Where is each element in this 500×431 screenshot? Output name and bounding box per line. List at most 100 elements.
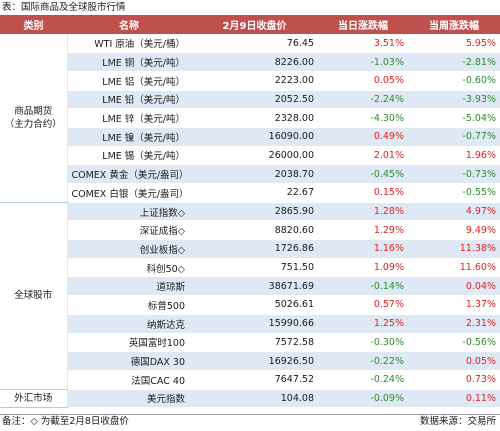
day-change-cell: 0.05% (318, 71, 408, 91)
instrument-name-cell: 科创50◇ (67, 258, 191, 278)
instrument-name-cell: 英国富时100 (67, 333, 191, 353)
instrument-name-cell: COMEX 黄金（美元/盎司） (67, 164, 191, 184)
day-change-cell: 1.25% (318, 314, 408, 334)
week-change-cell: 11.38% (408, 239, 500, 259)
week-change-cell: -5.04% (408, 108, 500, 128)
day-change-cell: -0.14% (318, 276, 408, 297)
close-price-cell: 16926.50 (191, 351, 318, 371)
category-cell: 外汇市场 (0, 389, 68, 409)
instrument-name-cell: COMEX 白银（美元/盎司） (67, 183, 191, 203)
close-price-cell: 2052.50 (191, 90, 318, 110)
week-change-cell: -0.55% (408, 183, 500, 203)
week-change-cell: 0.05% (408, 351, 500, 371)
table-row: 德国DAX 30 16926.50 -0.22% 0.05% (0, 351, 500, 371)
week-change-cell: 9.49% (408, 220, 500, 241)
table-row: 外汇市场 美元指数 104.08 -0.09% 0.11% (0, 389, 500, 409)
day-change-cell: 1.29% (318, 220, 408, 241)
day-change-cell: -0.22% (318, 351, 408, 371)
day-change-cell: 2.01% (318, 146, 408, 166)
day-change-cell: -2.24% (318, 90, 408, 110)
day-change-cell: 1.28% (318, 202, 408, 222)
day-change-cell: 0.49% (318, 127, 408, 147)
week-change-cell: -0.56% (408, 333, 500, 353)
instrument-name-cell: LME 镍（美元/吨） (67, 127, 191, 147)
table-row: LME 铜（美元/吨） 8226.00 -1.03% -2.81% (0, 52, 500, 72)
table-row: COMEX 白银（美元/盎司） 22.67 0.15% -0.55% (0, 183, 500, 203)
header-week-change: 当周涨跌幅 (408, 15, 500, 34)
table-row: 法国CAC 40 7647.52 -0.24% 0.73% (0, 370, 500, 390)
close-price-cell: 8820.60 (191, 220, 318, 241)
close-price-cell: 2223.00 (191, 71, 318, 91)
instrument-name-cell: 法国CAC 40 (67, 370, 191, 390)
table-row: LME 锡（美元/吨） 26000.00 2.01% 1.96% (0, 146, 500, 166)
footer: 备注：◇ 为截至2月8日收盘价 数据来源：交易所 (0, 414, 500, 428)
week-change-cell: -3.93% (408, 90, 500, 110)
instrument-name-cell: 美元指数 (67, 389, 191, 409)
week-change-cell: 0.04% (408, 276, 500, 297)
close-price-cell: 16090.00 (191, 127, 318, 147)
table-body: 商品期货 （主力合约） WTI 原油（美元/桶） 76.45 3.51% 5.95% LM… (0, 34, 500, 409)
header-row: 类别 名称 2月9日收盘价 当日涨跌幅 当周涨跌幅 (0, 15, 500, 34)
instrument-name-cell: 标普500 (67, 295, 191, 315)
week-change-cell: 2.31% (408, 314, 500, 334)
instrument-name-cell: LME 铝（美元/吨） (67, 71, 191, 91)
day-change-cell: 3.51% (318, 34, 408, 54)
close-price-cell: 7647.52 (191, 370, 318, 390)
day-change-cell: -0.24% (318, 370, 408, 390)
table-row: 英国富时100 7572.58 -0.30% -0.56% (0, 333, 500, 353)
table-row: 标普500 5026.61 0.57% 1.37% (0, 295, 500, 315)
day-change-cell: 0.57% (318, 295, 408, 315)
market-table: 类别 名称 2月9日收盘价 当日涨跌幅 当周涨跌幅 商品期货 （主力合约） WTI… (0, 15, 500, 409)
week-change-cell: -0.60% (408, 71, 500, 91)
close-price-cell: 76.45 (191, 34, 318, 54)
table-row: LME 锌（美元/吨） 2328.00 -4.30% -5.04% (0, 108, 500, 128)
footer-note: 备注：◇ 为截至2月8日收盘价 (2, 416, 129, 427)
category-cell: 全球股市 (0, 202, 68, 390)
close-price-cell: 7572.58 (191, 333, 318, 353)
instrument-name-cell: LME 锌（美元/吨） (67, 108, 191, 128)
instrument-name-cell: 创业板指◇ (67, 239, 191, 259)
day-change-cell: -4.30% (318, 108, 408, 128)
week-change-cell: 4.97% (408, 202, 500, 222)
instrument-name-cell: 纳斯达克 (67, 314, 191, 334)
instrument-name-cell: LME 铜（美元/吨） (67, 52, 191, 72)
close-price-cell: 38671.69 (191, 276, 318, 297)
close-price-cell: 5026.61 (191, 295, 318, 315)
table-row: 全球股市 上证指数◇ 2865.90 1.28% 4.97% (0, 202, 500, 390)
table-row: 深证成指◇ 8820.60 1.29% 9.49% (0, 220, 500, 241)
table-row: 商品期货 （主力合约） WTI 原油（美元/桶） 76.45 3.51% 5.95% (0, 34, 500, 203)
week-change-cell: 1.96% (408, 146, 500, 166)
instrument-name-cell: LME 锡（美元/吨） (67, 146, 191, 166)
table-caption: 表：国际商品及全球股市行情 (2, 2, 126, 13)
header-category: 类别 (0, 15, 67, 34)
header-close: 2月9日收盘价 (191, 15, 318, 34)
close-price-cell: 26000.00 (191, 146, 318, 166)
close-price-cell: 2328.00 (191, 108, 318, 128)
week-change-cell: 1.37% (408, 295, 500, 315)
footer-source: 数据来源：交易所 (419, 416, 496, 427)
week-change-cell: 0.11% (408, 389, 500, 409)
category-cell: 商品期货 （主力合约） (0, 34, 68, 203)
table-row: COMEX 黄金（美元/盎司） 2038.70 -0.45% -0.73% (0, 164, 500, 184)
week-change-cell: 0.73% (408, 370, 500, 390)
table-row: LME 镍（美元/吨） 16090.00 0.49% -0.77% (0, 127, 500, 147)
instrument-name-cell: 德国DAX 30 (67, 351, 191, 371)
day-change-cell: 1.09% (318, 258, 408, 278)
close-price-cell: 2038.70 (191, 164, 318, 184)
table-row: 科创50◇ 751.50 1.09% 11.60% (0, 258, 500, 278)
day-change-cell: 0.15% (318, 183, 408, 203)
close-price-cell: 751.50 (191, 258, 318, 278)
week-change-cell: -0.73% (408, 164, 500, 184)
close-price-cell: 15990.66 (191, 314, 318, 334)
table-row: 道琼斯 38671.69 -0.14% 0.04% (0, 276, 500, 297)
close-price-cell: 8226.00 (191, 52, 318, 72)
table-row: 创业板指◇ 1726.86 1.16% 11.38% (0, 239, 500, 259)
day-change-cell: -0.09% (318, 389, 408, 409)
close-price-cell: 22.67 (191, 183, 318, 203)
instrument-name-cell: 上证指数◇ (67, 202, 191, 222)
table-row: LME 铝（美元/吨） 2223.00 0.05% -0.60% (0, 71, 500, 91)
instrument-name-cell: 深证成指◇ (67, 220, 191, 241)
table-row: LME 铅（美元/吨） 2052.50 -2.24% -3.93% (0, 90, 500, 110)
close-price-cell: 104.08 (191, 389, 318, 409)
instrument-name-cell: WTI 原油（美元/桶） (67, 34, 191, 54)
